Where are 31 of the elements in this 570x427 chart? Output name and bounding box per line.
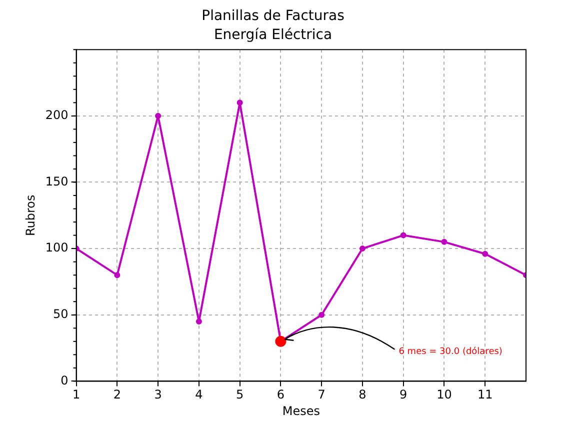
point — [359, 246, 366, 252]
x-tick-label: 8 — [358, 388, 366, 402]
y-tick-label: 200 — [45, 108, 68, 122]
point — [318, 312, 325, 318]
y-axis-title: Rubros — [23, 194, 38, 236]
chart-subtitle: Energía Eléctrica — [214, 26, 332, 43]
x-tick-label: 5 — [236, 388, 244, 402]
x-tick-label: 10 — [436, 388, 452, 402]
x-axis-title: Meses — [282, 404, 320, 418]
point — [114, 272, 120, 278]
chart-title: Planillas de Facturas — [202, 8, 344, 24]
point — [236, 100, 243, 106]
annotation: 6 mes = 30.0 (dólares) — [398, 346, 502, 357]
y-tick-label: 0 — [60, 373, 68, 388]
x-tick-label: 1 — [72, 388, 80, 402]
point — [155, 112, 162, 119]
point — [400, 232, 406, 238]
point — [482, 250, 488, 257]
x-tick-label: 9 — [400, 388, 408, 402]
y-tick-label: 150 — [45, 174, 68, 188]
x-tick-label: 3 — [154, 388, 162, 402]
point — [441, 238, 448, 245]
x-tick-label: 2 — [113, 388, 122, 402]
point — [196, 318, 202, 325]
x-tick-label: 7 — [318, 388, 326, 402]
y-tick-label: 50 — [53, 307, 68, 322]
x-tick-label: 11 — [477, 388, 493, 402]
y-tick-label: 100 — [45, 240, 68, 255]
x-tick-label: 4 — [195, 388, 203, 402]
x-tick-label: 6 — [276, 388, 285, 402]
point — [275, 336, 286, 347]
